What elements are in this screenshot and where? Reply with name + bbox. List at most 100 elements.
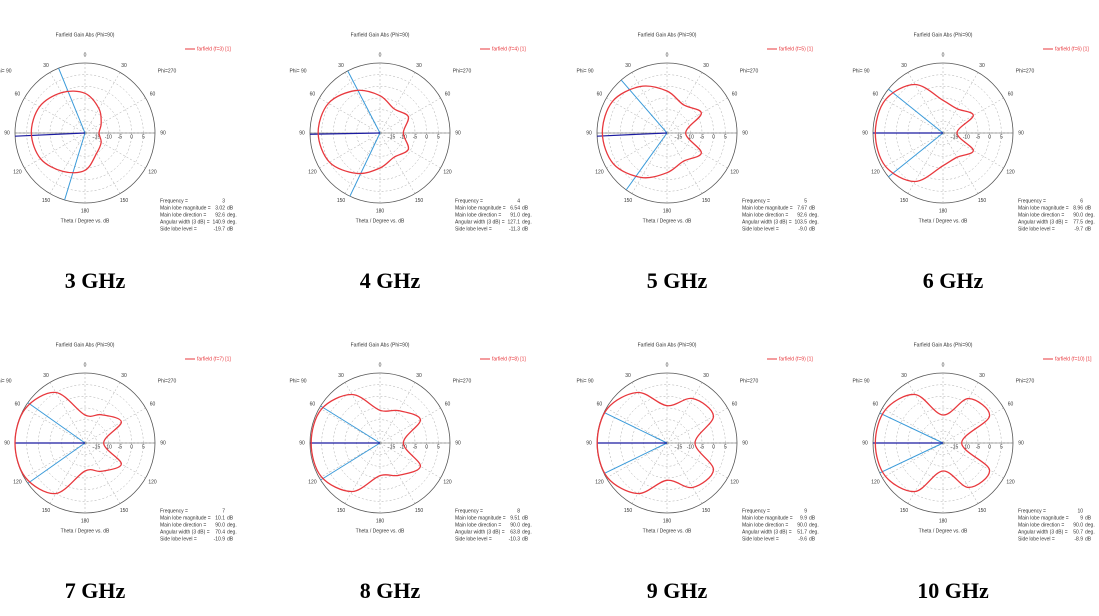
info-name: Side lobe level = [1018,226,1055,232]
info-unit: dB [809,205,816,211]
chart-title: Farfield Gain Abs (Phi=90) [638,342,697,348]
angle-label: 90 [742,440,748,446]
angle-label: 0 [942,52,945,58]
angle-label: 180 [376,208,385,214]
angle-label: 30 [416,373,422,379]
info-unit: deg. [1085,522,1095,528]
info-value: 3.02 [215,205,225,211]
angle-label: 0 [666,362,669,368]
info-value: 91.0 [510,212,520,218]
info-value: -10.3 [509,536,521,542]
chart-title: Farfield Gain Abs (Phi=90) [914,32,973,38]
r-tick-label: 5 [437,444,440,450]
grid-spoke [344,382,381,444]
info-value: 90.0 [1073,212,1083,218]
info-unit: deg. [522,219,532,225]
grid-spoke [606,442,668,479]
angle-label: 90 [160,440,166,446]
info-value: 8 [517,508,520,514]
info-unit: dB [227,226,234,232]
angle-label: 150 [624,198,633,204]
angle-label: 120 [148,169,157,175]
info-unit: deg. [1085,529,1095,535]
angle-label: 180 [376,518,385,524]
phi-right: Phi=270 [740,68,759,74]
beamwidth-line [888,88,944,134]
info-name: Angular width (3 dB) = [160,219,210,225]
grid-spoke [907,72,944,134]
info-value: 9 [1080,515,1083,521]
grid-spoke [942,72,979,134]
angle-label: 90 [1018,440,1024,446]
info-name: Main lobe magnitude = [1018,515,1069,521]
info-name: Main lobe magnitude = [742,205,793,211]
angle-label: 60 [873,401,879,407]
info-unit: deg. [227,212,237,218]
r-tick-label: -5 [976,444,981,450]
r-tick-label: -5 [700,134,705,140]
info-value: 127.1 [507,219,520,225]
info-name: Main lobe direction = [1018,522,1064,528]
gain-pattern [317,89,410,175]
info-value: 50.7 [1073,529,1083,535]
gain-pattern [601,85,702,179]
angle-label: 150 [415,198,424,204]
beamwidth-line [27,442,86,484]
angle-label: 90 [299,130,305,136]
r-tick-label: -15 [388,444,395,450]
caption: 5 GHz [647,268,708,293]
angle-label: 30 [703,63,709,69]
angle-label: 30 [979,63,985,69]
info-unit: dB [809,515,816,521]
phi-left: Phi= 90 [0,378,12,384]
angle-label: 30 [416,63,422,69]
info-value: 90.0 [215,522,225,528]
axis-label: Theta / Degree vs. dB [919,218,968,224]
beamwidth-line [888,132,944,178]
angle-label: 120 [1006,169,1015,175]
grid-spoke [882,132,944,169]
angle-label: 150 [415,508,424,514]
angle-label: 30 [43,373,49,379]
info-value: 90.0 [510,522,520,528]
angle-label: 150 [120,198,129,204]
angle-label: 120 [308,169,317,175]
info-value: 70.4 [215,529,225,535]
angle-label: 30 [901,63,907,69]
grid-spoke [319,132,381,169]
axis-label: Theta / Degree vs. dB [61,218,110,224]
info-value: 63.8 [510,529,520,535]
info-unit: deg. [522,212,532,218]
caption: 10 GHz [917,578,989,603]
info-value: 51.7 [797,529,807,535]
angle-label: 60 [150,91,156,97]
grid-spoke [84,382,121,444]
info-name: Main lobe magnitude = [160,205,211,211]
r-tick-label: -10 [105,134,112,140]
info-name: Side lobe level = [1018,536,1055,542]
angle-label: 30 [625,63,631,69]
beamwidth-line [320,405,381,444]
axis-label: Theta / Degree vs. dB [643,218,692,224]
r-tick-label: 5 [437,134,440,140]
angle-label: 120 [1006,479,1015,485]
info-name: Side lobe level = [455,536,492,542]
r-tick-label: -15 [93,444,100,450]
r-tick-label: 5 [142,444,145,450]
angle-label: 60 [1008,91,1014,97]
angle-label: 90 [862,440,868,446]
info-value: -9.0 [798,226,807,232]
r-tick-label: 0 [425,134,428,140]
angle-label: 30 [979,373,985,379]
angle-label: 150 [337,198,346,204]
info-name: Side lobe level = [455,226,492,232]
angle-label: 150 [702,508,711,514]
info-unit: deg. [809,522,819,528]
angle-label: 60 [445,401,451,407]
info-name: Angular width (3 dB) = [455,219,505,225]
r-tick-label: -10 [963,134,970,140]
r-tick-label: -10 [105,444,112,450]
angle-label: 30 [338,63,344,69]
angle-label: 150 [42,508,51,514]
grid-spoke [606,132,668,169]
